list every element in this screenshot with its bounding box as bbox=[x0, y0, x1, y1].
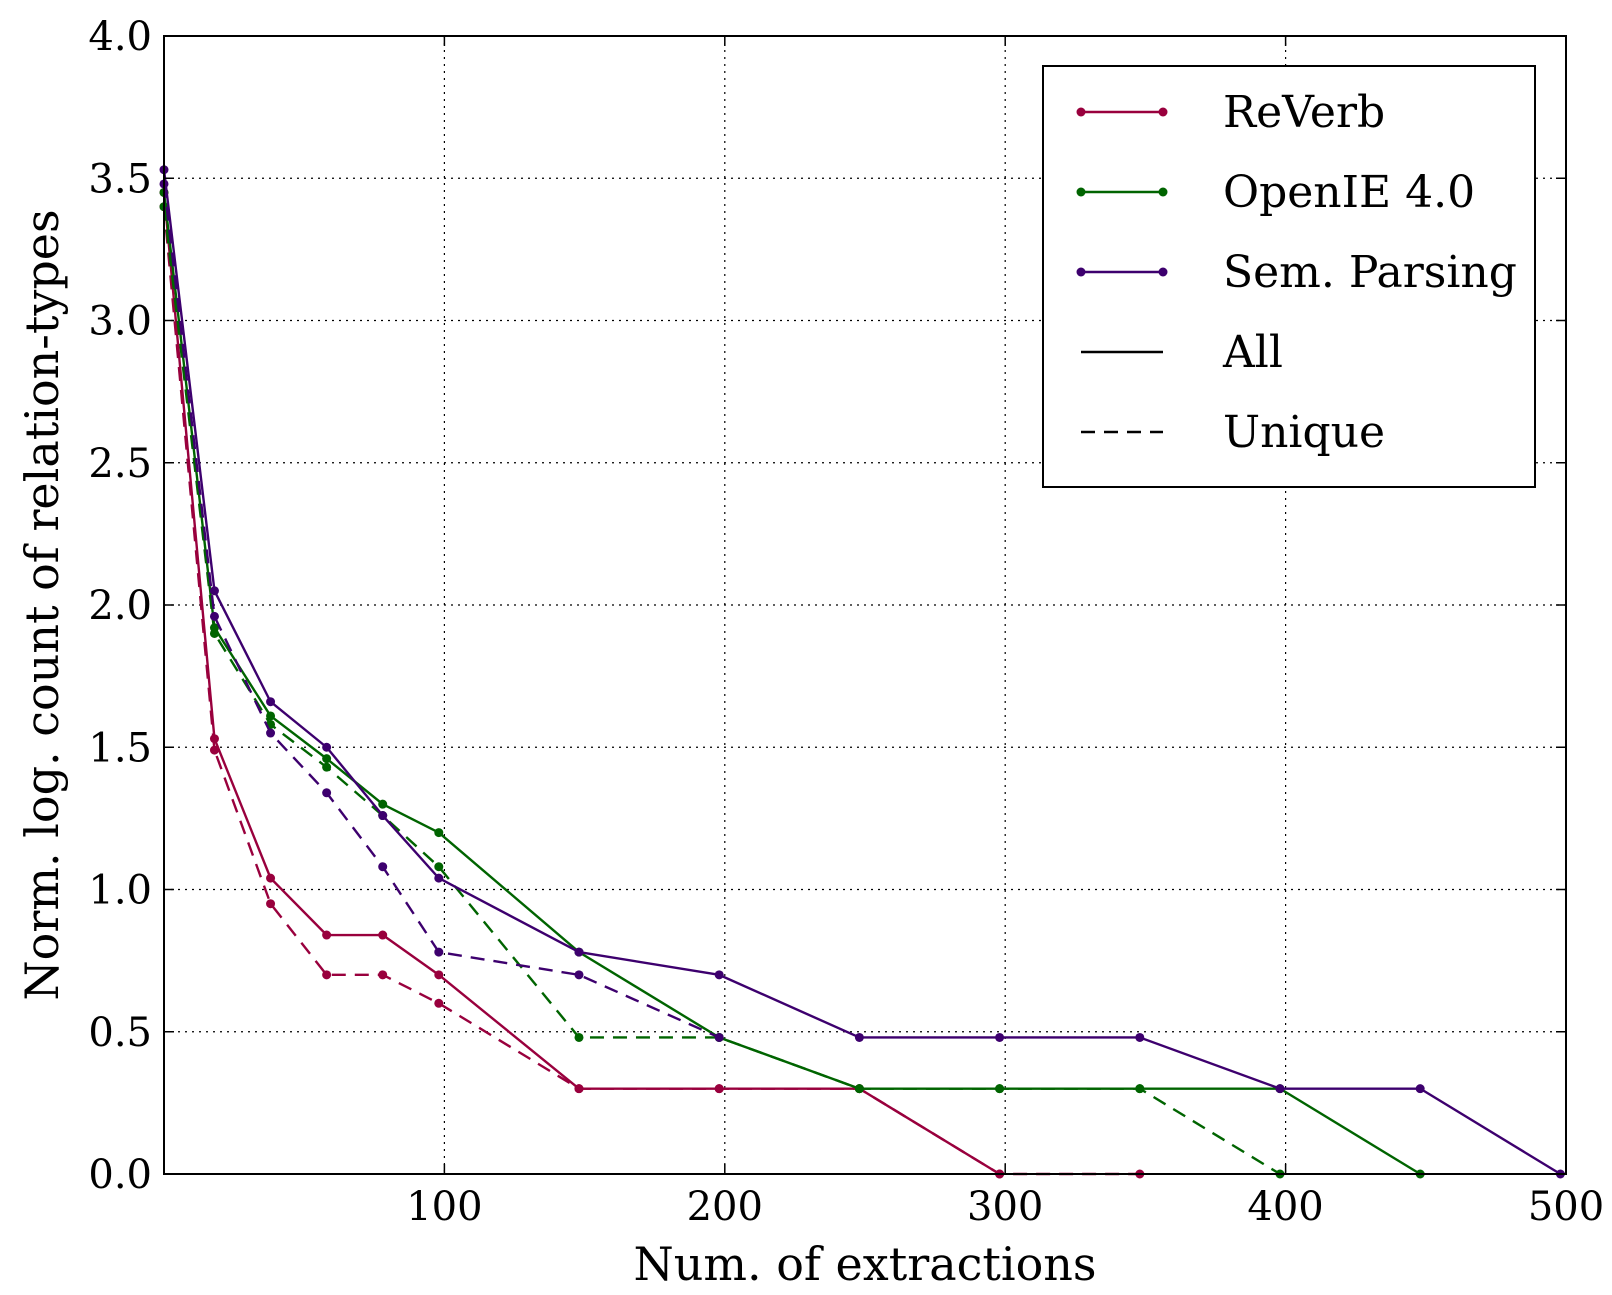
y-tick-label: 2.5 bbox=[88, 441, 152, 487]
legend-entry: Sem. Parsing bbox=[1076, 247, 1517, 298]
data-point bbox=[209, 586, 219, 596]
data-point bbox=[854, 1084, 864, 1094]
data-point bbox=[434, 970, 444, 980]
data-point bbox=[434, 873, 444, 883]
series-lines bbox=[159, 165, 1565, 1179]
y-axis-label: Norm. log. count of relation-types bbox=[15, 209, 69, 1000]
y-tick-label: 2.0 bbox=[88, 583, 152, 629]
series-sem-parsing-all bbox=[159, 165, 1565, 1179]
data-point bbox=[209, 611, 219, 621]
data-point bbox=[714, 970, 724, 980]
data-point bbox=[574, 947, 584, 957]
data-point bbox=[266, 873, 276, 883]
data-point bbox=[714, 1084, 724, 1094]
legend-label: ReVerb bbox=[1223, 87, 1385, 138]
data-point bbox=[266, 899, 276, 909]
y-tick-label: 0.0 bbox=[88, 1152, 152, 1198]
y-tick-label: 3.0 bbox=[88, 299, 152, 345]
series-line bbox=[162, 169, 1562, 1176]
legend-marker bbox=[1158, 267, 1168, 277]
x-tick-label: 400 bbox=[1247, 1184, 1323, 1230]
data-point bbox=[434, 828, 444, 838]
data-point bbox=[322, 762, 332, 772]
x-tick-label: 300 bbox=[967, 1184, 1043, 1230]
legend-label: Sem. Parsing bbox=[1223, 247, 1517, 298]
series-line bbox=[162, 183, 720, 1039]
legend-entry: ReVerb bbox=[1076, 87, 1385, 138]
legend-entry: Unique bbox=[1081, 407, 1385, 458]
data-point bbox=[434, 947, 444, 957]
data-point bbox=[378, 930, 388, 940]
series-line bbox=[162, 206, 1140, 1176]
data-point bbox=[434, 862, 444, 872]
data-point bbox=[1135, 1084, 1145, 1094]
data-point bbox=[209, 745, 219, 755]
data-point bbox=[714, 1032, 724, 1042]
legend-marker bbox=[1158, 187, 1168, 197]
x-tick-label: 200 bbox=[687, 1184, 763, 1230]
data-point bbox=[574, 970, 584, 980]
x-axis-label: Num. of extractions bbox=[633, 1237, 1096, 1291]
x-tick-label: 500 bbox=[1528, 1184, 1604, 1230]
legend-label: OpenIE 4.0 bbox=[1223, 167, 1475, 218]
data-point bbox=[322, 930, 332, 940]
data-point bbox=[434, 998, 444, 1008]
legend-entry: All bbox=[1081, 327, 1283, 378]
data-point bbox=[266, 697, 276, 707]
legend-marker bbox=[1076, 107, 1086, 117]
data-point bbox=[1275, 1084, 1285, 1094]
data-point bbox=[209, 628, 219, 638]
data-point bbox=[1135, 1032, 1145, 1042]
legend-entry: OpenIE 4.0 bbox=[1076, 167, 1475, 218]
legend: ReVerb OpenIE 4.0 Sem. Parsing All Unique bbox=[1042, 65, 1536, 488]
data-point bbox=[574, 1084, 584, 1094]
y-tick-label: 1.0 bbox=[88, 868, 152, 914]
data-point bbox=[995, 1032, 1005, 1042]
data-point bbox=[322, 970, 332, 980]
legend-box bbox=[1042, 65, 1536, 488]
data-point bbox=[378, 811, 388, 821]
x-tick-label: 100 bbox=[406, 1184, 482, 1230]
data-point bbox=[322, 788, 332, 798]
data-point bbox=[322, 754, 332, 764]
legend-marker bbox=[1076, 267, 1086, 277]
legend-label: Unique bbox=[1223, 407, 1385, 458]
legend-marker bbox=[1076, 187, 1086, 197]
data-point bbox=[378, 970, 388, 980]
y-tick-label: 4.0 bbox=[88, 14, 152, 60]
data-point bbox=[322, 742, 332, 752]
data-point bbox=[995, 1084, 1005, 1094]
y-tick-label: 0.5 bbox=[88, 1010, 152, 1056]
data-point bbox=[378, 862, 388, 872]
data-point bbox=[266, 728, 276, 738]
axis-ticks: 100 200 300 400 500 0.0 0.5 1.0 1.5 2.0 2.5 3.0 3.5 4… bbox=[88, 14, 1604, 1230]
data-point bbox=[1415, 1084, 1425, 1094]
series-line bbox=[162, 206, 1281, 1176]
y-tick-label: 1.5 bbox=[88, 725, 152, 771]
data-point bbox=[854, 1032, 864, 1042]
y-tick-label: 3.5 bbox=[88, 156, 152, 202]
legend-label: All bbox=[1222, 327, 1283, 378]
data-point bbox=[378, 799, 388, 809]
data-point bbox=[574, 1032, 584, 1042]
data-point bbox=[266, 711, 276, 721]
legend-marker bbox=[1158, 107, 1168, 117]
